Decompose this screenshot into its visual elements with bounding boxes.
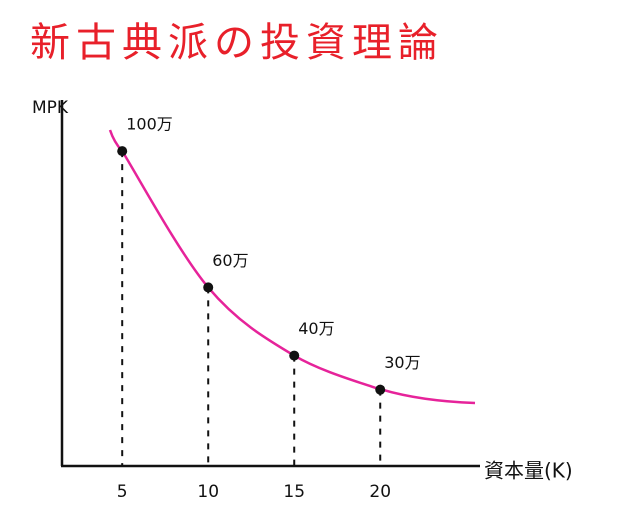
point — [117, 146, 128, 157]
curve-extension — [379, 387, 476, 405]
data-label: 30万 — [384, 353, 420, 372]
chart-title: 新古典派の投資理論 — [30, 20, 444, 66]
x-axis-label: 資本量(K) — [484, 459, 573, 483]
data-label: 100万 — [126, 115, 173, 134]
data-label: 60万 — [212, 251, 248, 270]
y-axis-label: MPK — [32, 98, 69, 118]
x-tick-label: 20 — [369, 482, 391, 502]
x-tick-label: 5 — [117, 482, 128, 502]
point — [375, 384, 386, 395]
point — [203, 282, 214, 293]
point — [289, 350, 300, 361]
x-tick-label: 10 — [197, 482, 219, 502]
curve — [121, 150, 381, 391]
data-label: 40万 — [298, 319, 334, 338]
x-tick-label: 15 — [283, 482, 305, 502]
